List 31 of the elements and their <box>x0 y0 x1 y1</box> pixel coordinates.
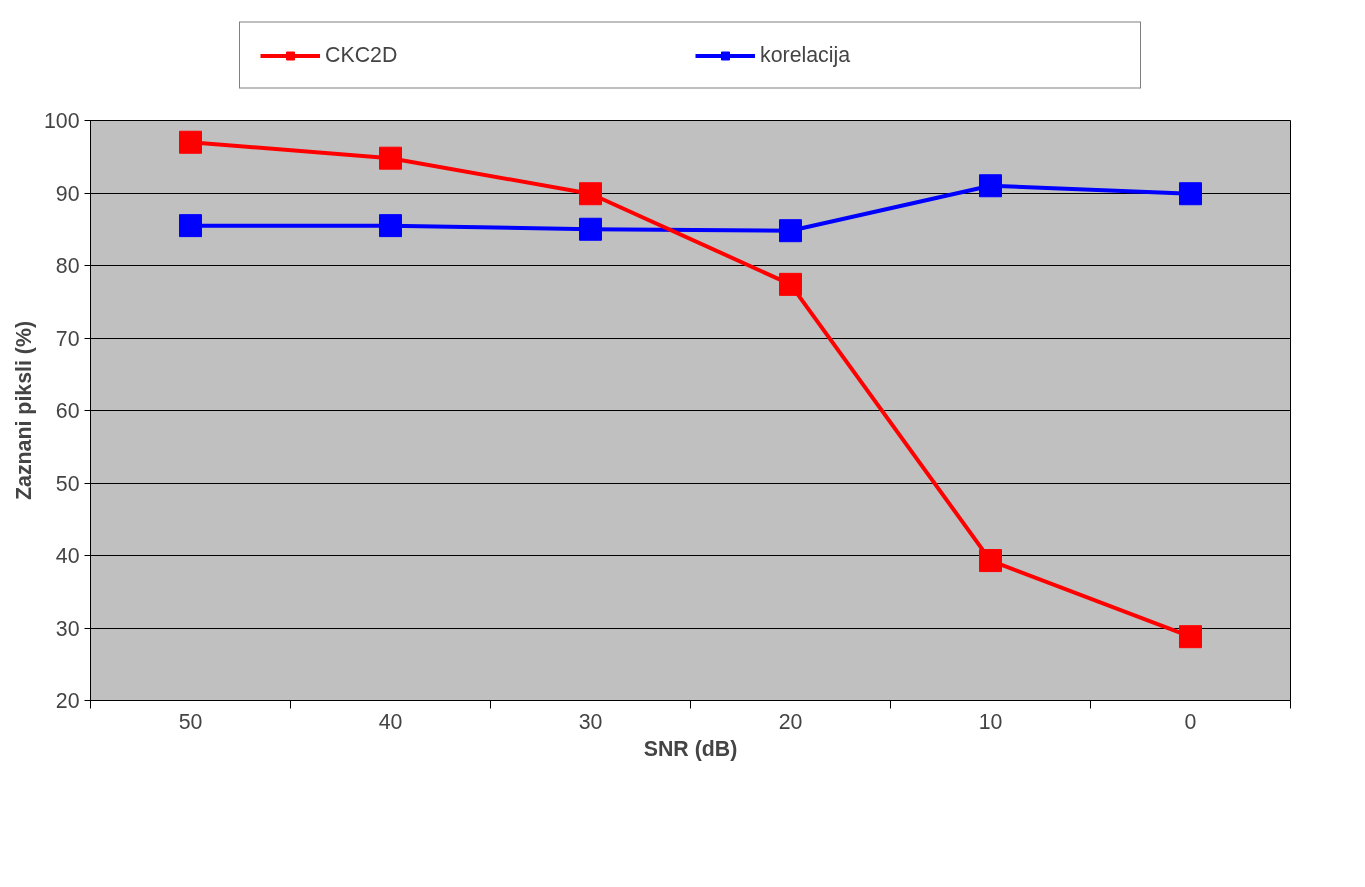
x-tick-label: 0 <box>1184 709 1197 734</box>
x-tick-label: 10 <box>978 709 1003 734</box>
point <box>179 214 202 238</box>
point <box>1179 625 1202 649</box>
point <box>179 130 202 154</box>
x-tick-label: 20 <box>778 709 803 734</box>
point <box>579 217 602 241</box>
y-tick-label: 40 <box>55 544 80 568</box>
point <box>979 174 1002 198</box>
point <box>379 146 402 170</box>
y-axis-title: Zaznani piksli (%) <box>11 321 36 500</box>
point <box>779 219 802 243</box>
y-tick-label: 60 <box>55 399 80 423</box>
y-tick-label: 20 <box>55 689 80 713</box>
x-axis-title: SNR (dB) <box>643 736 738 761</box>
point <box>979 549 1002 573</box>
y-tick-label: 70 <box>55 326 80 351</box>
point <box>1179 182 1202 206</box>
y-tick-label: 100 <box>43 109 80 133</box>
point <box>779 272 802 296</box>
y-tick-label: 90 <box>55 181 80 206</box>
point <box>379 214 402 238</box>
legend-label: korelacija <box>760 42 852 68</box>
x-tick-label: 50 <box>178 709 203 734</box>
x-tick-label: 30 <box>578 709 603 734</box>
y-tick-label: 80 <box>55 254 80 278</box>
y-tick-label: 30 <box>55 616 80 641</box>
legend-label: CKC2D <box>325 42 399 68</box>
x-tick-label: 40 <box>378 709 403 734</box>
y-tick-label: 50 <box>55 471 80 496</box>
point <box>579 182 602 206</box>
